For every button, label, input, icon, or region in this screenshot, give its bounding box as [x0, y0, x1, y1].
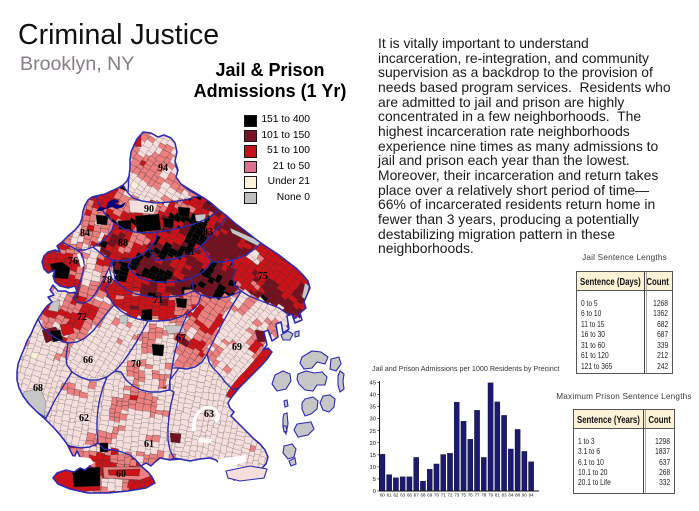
svg-text:10: 10 — [370, 465, 376, 471]
svg-text:40: 40 — [370, 393, 376, 399]
svg-text:81: 81 — [495, 493, 500, 498]
svg-text:88: 88 — [515, 493, 520, 498]
svg-text:70: 70 — [434, 493, 439, 498]
svg-text:73: 73 — [454, 493, 459, 498]
svg-text:66: 66 — [407, 493, 412, 498]
svg-text:61: 61 — [387, 493, 392, 498]
svg-text:75: 75 — [461, 493, 466, 498]
svg-text:63: 63 — [400, 493, 405, 498]
svg-text:20: 20 — [370, 441, 376, 447]
svg-text:30: 30 — [370, 417, 376, 423]
svg-text:78: 78 — [481, 493, 486, 498]
svg-text:68: 68 — [421, 493, 426, 498]
svg-text:71: 71 — [441, 493, 446, 498]
svg-text:67: 67 — [414, 493, 419, 498]
svg-text:0: 0 — [373, 489, 376, 495]
svg-text:79: 79 — [488, 493, 493, 498]
svg-text:77: 77 — [475, 493, 480, 498]
svg-text:62: 62 — [393, 493, 398, 498]
svg-text:25: 25 — [370, 429, 376, 435]
svg-text:35: 35 — [370, 405, 376, 411]
svg-text:90: 90 — [522, 493, 527, 498]
svg-text:15: 15 — [370, 453, 376, 459]
svg-text:76: 76 — [468, 493, 473, 498]
svg-text:69: 69 — [427, 493, 432, 498]
svg-text:5: 5 — [373, 477, 376, 483]
svg-text:94: 94 — [529, 493, 534, 498]
svg-text:84: 84 — [508, 493, 513, 498]
svg-text:72: 72 — [448, 493, 453, 498]
svg-text:60: 60 — [380, 493, 385, 498]
svg-text:83: 83 — [502, 493, 507, 498]
svg-text:45: 45 — [370, 381, 376, 387]
